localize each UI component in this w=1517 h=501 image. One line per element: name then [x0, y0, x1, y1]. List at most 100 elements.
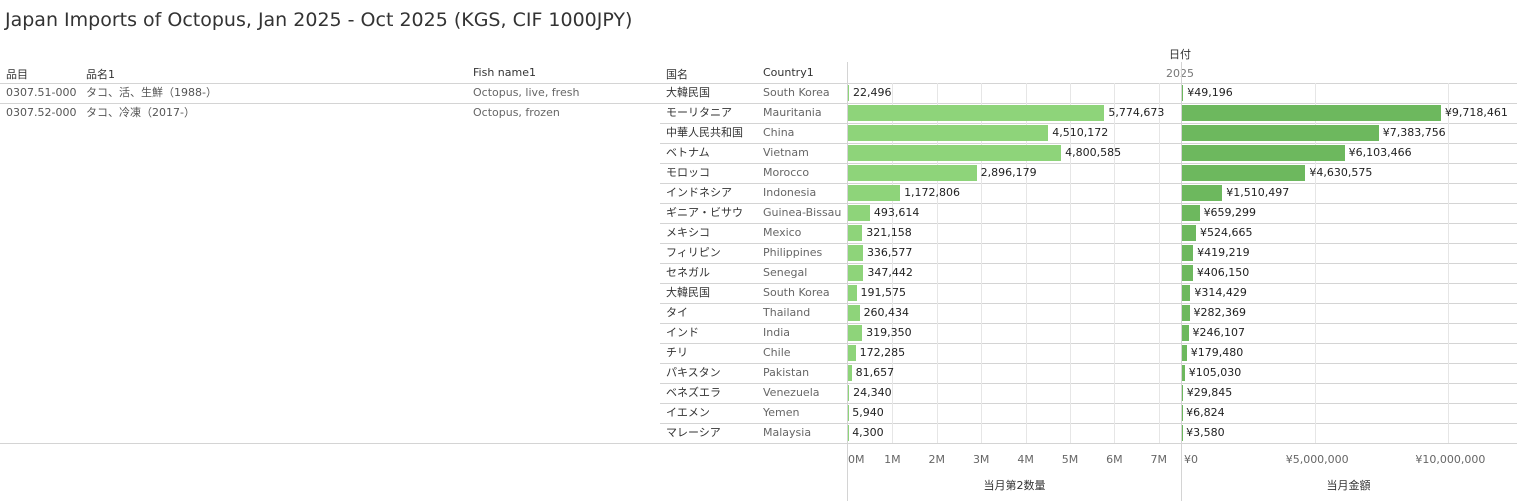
- value-axis-tick: ¥0: [1184, 453, 1198, 466]
- value-axis-title: 当月金額: [1326, 479, 1371, 492]
- value-label: ¥29,845: [1186, 386, 1233, 399]
- row-divider: [660, 143, 1517, 144]
- value-label: ¥524,665: [1199, 226, 1253, 239]
- row-divider: [660, 243, 1517, 244]
- quantity-bar: [848, 325, 863, 341]
- quantity-bar: [848, 365, 852, 381]
- quantity-label: 2,896,179: [980, 166, 1037, 179]
- country-name-en: South Korea: [763, 286, 830, 299]
- country-name-en: South Korea: [763, 86, 830, 99]
- country-name-jp: 大韓民国: [666, 86, 710, 99]
- quantity-label: 260,434: [863, 306, 910, 319]
- quantity-label: 321,158: [866, 226, 912, 239]
- value-bar: [1182, 285, 1191, 301]
- product-name-jp: タコ、冷凍（2017-）: [86, 106, 195, 119]
- country-name-jp: メキシコ: [666, 226, 710, 239]
- value-label: ¥4,630,575: [1309, 166, 1373, 179]
- country-name-en: Mexico: [763, 226, 802, 239]
- country-name-jp: セネガル: [666, 266, 710, 279]
- fish-name: Octopus, frozen: [473, 106, 560, 119]
- country-name-en: Indonesia: [763, 186, 817, 199]
- value-label: ¥6,103,466: [1348, 146, 1412, 159]
- header-name: 品名1: [86, 68, 115, 81]
- year-header: 2025: [1166, 67, 1194, 80]
- quantity-axis-tick: 5M: [1061, 453, 1079, 466]
- quantity-label: 5,774,673: [1108, 106, 1165, 119]
- country-name-jp: マレーシア: [666, 426, 721, 439]
- value-bar: [1182, 365, 1185, 381]
- country-name-en: Malaysia: [763, 426, 812, 439]
- quantity-axis-tick: 4M: [1017, 453, 1034, 466]
- value-label: ¥659,299: [1203, 206, 1257, 219]
- country-name-en: Philippines: [763, 246, 823, 259]
- quantity-label: 4,800,585: [1065, 146, 1122, 159]
- table-bottom-border: [0, 443, 1517, 444]
- row-divider: [660, 363, 1517, 364]
- quantity-bar: [848, 285, 857, 301]
- quantity-label: 4,300: [852, 426, 884, 439]
- quantity-axis-tick: 1M: [884, 453, 901, 466]
- value-label: ¥314,429: [1194, 286, 1247, 299]
- value-bar: [1182, 165, 1306, 181]
- quantity-label: 172,285: [859, 346, 906, 359]
- country-name-jp: 大韓民国: [666, 286, 710, 299]
- value-bar: [1182, 145, 1345, 161]
- value-bar: [1182, 265, 1193, 281]
- value-bar: [1182, 125, 1379, 141]
- header-divider: [0, 83, 1517, 84]
- quantity-label: 191,575: [860, 286, 907, 299]
- country-name-en: India: [763, 326, 790, 339]
- header-code: 品目: [6, 68, 28, 81]
- row-divider: [660, 183, 1517, 184]
- quantity-bar: [848, 185, 901, 201]
- value-bar: [1182, 205, 1200, 221]
- country-name-jp: イエメン: [666, 406, 710, 419]
- quantity-bar: [848, 345, 856, 361]
- row-divider: [660, 283, 1517, 284]
- country-name-jp: モーリタニア: [666, 106, 732, 119]
- product-code: 0307.52-000: [6, 106, 77, 119]
- value-label: ¥282,369: [1193, 306, 1247, 319]
- value-bar: [1182, 325, 1189, 341]
- value-label: ¥49,196: [1187, 86, 1233, 99]
- country-name-en: China: [763, 126, 795, 139]
- country-name-en: Yemen: [763, 406, 800, 419]
- value-label: ¥9,718,461: [1444, 106, 1508, 119]
- quantity-bar: [848, 145, 1062, 161]
- country-name-en: Morocco: [763, 166, 810, 179]
- quantity-bar: [848, 105, 1105, 121]
- quantity-bar: [848, 265, 864, 281]
- quantity-label: 336,577: [866, 246, 913, 259]
- quantity-label: 22,496: [852, 86, 892, 99]
- quantity-bar: [848, 385, 850, 401]
- quantity-bar: [848, 125, 1049, 141]
- date-header: 日付: [1169, 48, 1191, 61]
- value-label: ¥105,030: [1188, 366, 1242, 379]
- row-divider: [660, 263, 1517, 264]
- country-name-jp: ベトナム: [666, 146, 710, 159]
- value-bar: [1182, 85, 1184, 101]
- value-bar: [1182, 225, 1196, 241]
- value-label: ¥419,219: [1197, 246, 1250, 259]
- row-divider: [660, 423, 1517, 424]
- value-label: ¥7,383,756: [1382, 126, 1446, 139]
- value-bar: [1182, 385, 1183, 401]
- header-country-en: Country1: [763, 66, 814, 79]
- value-axis-tick: ¥5,000,000: [1285, 453, 1349, 466]
- value-bar: [1182, 345, 1187, 361]
- row-divider: [660, 303, 1517, 304]
- quantity-bar: [848, 165, 977, 181]
- country-name-jp: パキスタン: [666, 366, 721, 379]
- quantity-label: 81,657: [855, 366, 895, 379]
- header-fish: Fish name1: [473, 66, 536, 79]
- country-name-en: Guinea-Bissau: [763, 206, 842, 219]
- quantity-bar: [848, 305, 860, 321]
- product-name-jp: タコ、活、生鮮（1988-）: [86, 86, 217, 99]
- row-divider: [660, 323, 1517, 324]
- country-name-jp: モロッコ: [666, 166, 710, 179]
- quantity-label: 347,442: [867, 266, 913, 279]
- country-name-en: Senegal: [763, 266, 808, 279]
- quantity-axis-tick: 7M: [1150, 453, 1168, 466]
- quantity-axis-tick: 6M: [1106, 453, 1123, 466]
- country-name-jp: タイ: [666, 306, 688, 319]
